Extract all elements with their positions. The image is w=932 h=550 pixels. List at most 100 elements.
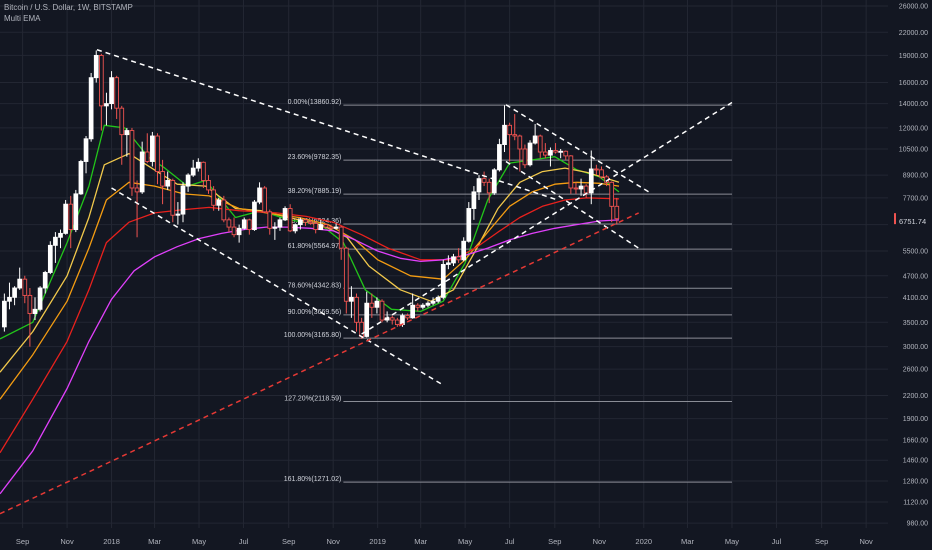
- candle-up[interactable]: [93, 50, 99, 83]
- candle-up[interactable]: [139, 141, 145, 194]
- candle-down[interactable]: [129, 127, 135, 196]
- candle-down[interactable]: [517, 134, 523, 172]
- candle-up[interactable]: [451, 253, 456, 267]
- candle-down[interactable]: [303, 218, 308, 226]
- candle-up[interactable]: [185, 173, 191, 192]
- candle-up[interactable]: [109, 71, 114, 110]
- candle-up[interactable]: [461, 237, 467, 262]
- candle-up[interactable]: [440, 259, 446, 300]
- candle-up[interactable]: [497, 138, 502, 172]
- candle-down[interactable]: [27, 287, 33, 347]
- candle-down[interactable]: [369, 293, 375, 318]
- candle-down[interactable]: [405, 313, 410, 321]
- candle-up[interactable]: [527, 140, 533, 167]
- trend-line[interactable]: [361, 101, 733, 335]
- candle-down[interactable]: [609, 181, 615, 223]
- candle-up[interactable]: [37, 286, 43, 312]
- trend-line[interactable]: [111, 187, 444, 386]
- candle-up[interactable]: [588, 150, 594, 205]
- candle-up[interactable]: [410, 293, 416, 319]
- candle-up[interactable]: [124, 127, 130, 157]
- candle-up[interactable]: [364, 291, 370, 338]
- time-axis[interactable]: Sep Nov 2018 Mar May Jul Sep Nov 2019 Mar May Jul Se…: [0, 528, 888, 550]
- candle-down[interactable]: [568, 155, 574, 194]
- indicator-label[interactable]: Multi EMA: [4, 14, 41, 23]
- candle-up[interactable]: [104, 92, 109, 126]
- trend-lines[interactable]: [0, 49, 733, 515]
- candle-up[interactable]: [73, 189, 79, 233]
- candle-down[interactable]: [262, 186, 268, 213]
- candle-up[interactable]: [257, 182, 262, 205]
- candle-down[interactable]: [226, 217, 232, 233]
- candle-up[interactable]: [241, 217, 247, 230]
- candle-up[interactable]: [502, 105, 507, 153]
- candle-down[interactable]: [481, 171, 487, 187]
- candle-up[interactable]: [374, 297, 380, 314]
- candlesticks[interactable]: [2, 50, 620, 347]
- candle-up[interactable]: [58, 229, 63, 249]
- candle-up[interactable]: [435, 295, 441, 304]
- candle-down[interactable]: [221, 195, 227, 223]
- candle-down[interactable]: [512, 114, 518, 141]
- candle-down[interactable]: [68, 195, 74, 249]
- candle-up[interactable]: [318, 219, 324, 231]
- candle-down[interactable]: [599, 166, 604, 179]
- candle-up[interactable]: [471, 186, 477, 220]
- candle-down[interactable]: [415, 303, 421, 312]
- candle-down[interactable]: [313, 221, 319, 234]
- candle-down[interactable]: [323, 223, 329, 229]
- candle-down[interactable]: [170, 178, 176, 223]
- candle-up[interactable]: [282, 206, 288, 222]
- candle-up[interactable]: [558, 148, 564, 159]
- candle-up[interactable]: [7, 282, 12, 310]
- candle-down[interactable]: [537, 134, 543, 159]
- candle-down[interactable]: [211, 186, 216, 211]
- candle-up[interactable]: [578, 178, 584, 196]
- candle-down[interactable]: [155, 133, 160, 185]
- candle-down[interactable]: [231, 217, 237, 238]
- candle-up[interactable]: [32, 297, 38, 321]
- candle-down[interactable]: [522, 144, 528, 169]
- candle-down[interactable]: [553, 143, 558, 154]
- candle-up[interactable]: [195, 158, 201, 172]
- candle-up[interactable]: [420, 303, 426, 310]
- candle-down[interactable]: [98, 53, 104, 131]
- candle-down[interactable]: [201, 161, 206, 188]
- candle-up[interactable]: [53, 232, 58, 263]
- candle-down[interactable]: [394, 317, 400, 327]
- candle-up[interactable]: [63, 199, 68, 235]
- candle-down[interactable]: [246, 218, 252, 235]
- candle-up[interactable]: [430, 297, 436, 306]
- candle-up[interactable]: [42, 270, 48, 294]
- candle-up[interactable]: [216, 197, 222, 211]
- candle-up[interactable]: [12, 286, 17, 306]
- candle-down[interactable]: [134, 180, 140, 238]
- candle-down[interactable]: [22, 275, 28, 304]
- candle-up[interactable]: [17, 267, 23, 290]
- candle-up[interactable]: [292, 223, 298, 234]
- candle-down[interactable]: [563, 150, 569, 160]
- candle-up[interactable]: [476, 175, 482, 200]
- candle-down[interactable]: [206, 175, 211, 194]
- candle-down[interactable]: [354, 293, 359, 332]
- candle-up[interactable]: [78, 159, 84, 195]
- candle-down[interactable]: [573, 182, 579, 194]
- candle-up[interactable]: [190, 159, 196, 177]
- candle-up[interactable]: [165, 171, 171, 190]
- candle-up[interactable]: [349, 286, 354, 318]
- candle-down[interactable]: [594, 164, 599, 176]
- candle-down[interactable]: [542, 143, 548, 159]
- candle-up[interactable]: [47, 241, 53, 275]
- price-axis[interactable]: 26000.00 22000.00 19000.00 16000.00 14000.00…: [888, 0, 932, 550]
- candle-down[interactable]: [486, 178, 492, 204]
- candle-up[interactable]: [333, 223, 339, 230]
- candle-down[interactable]: [287, 204, 293, 233]
- candle-down[interactable]: [308, 219, 313, 225]
- candle-up[interactable]: [252, 199, 257, 231]
- candle-down[interactable]: [389, 315, 395, 325]
- candle-up[interactable]: [150, 131, 155, 167]
- candle-down[interactable]: [328, 224, 334, 230]
- candle-up[interactable]: [277, 217, 283, 231]
- candle-down[interactable]: [144, 133, 150, 164]
